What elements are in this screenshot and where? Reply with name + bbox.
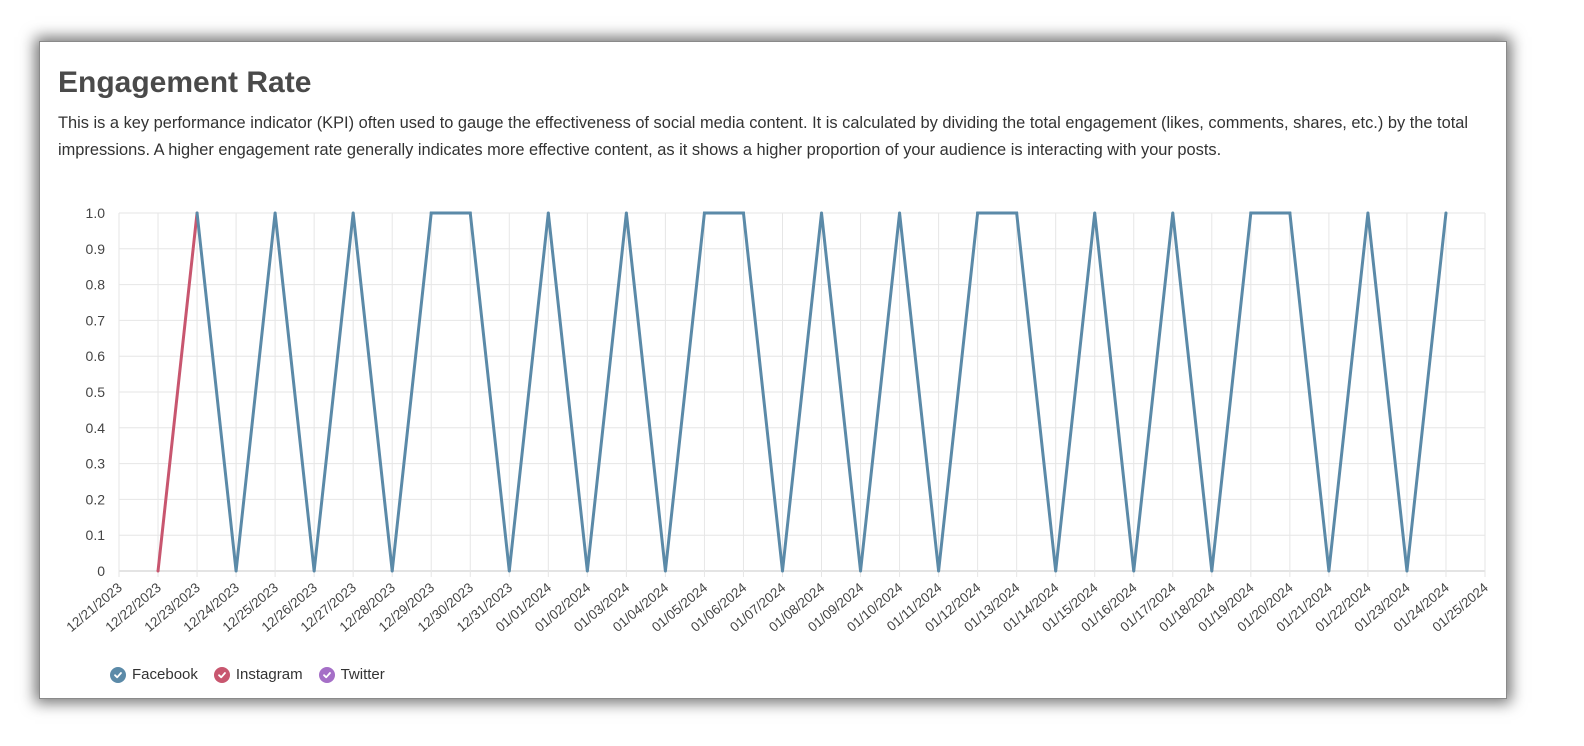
y-tick-label: 0.6 <box>86 348 106 364</box>
legend-label: Instagram <box>235 666 303 683</box>
data-point-facebook <box>1093 211 1097 215</box>
data-point-facebook <box>1444 211 1448 215</box>
data-point-facebook <box>898 211 902 215</box>
data-point-facebook <box>780 569 784 573</box>
data-point-facebook <box>1015 211 1019 215</box>
chart-series <box>156 211 1448 573</box>
data-point-facebook <box>507 569 511 573</box>
data-point-facebook <box>234 569 238 573</box>
data-point-facebook <box>273 211 277 215</box>
y-tick-label: 0.3 <box>86 456 106 472</box>
data-point-facebook <box>663 569 667 573</box>
y-tick-label: 0 <box>97 563 105 579</box>
data-point-facebook <box>1327 569 1331 573</box>
y-tick-label: 1.0 <box>86 205 106 221</box>
data-point-facebook <box>312 569 316 573</box>
data-point-facebook <box>1210 569 1214 573</box>
series-line-instagram <box>156 212 199 572</box>
data-point-facebook <box>546 211 550 215</box>
legend-label: Facebook <box>132 666 198 683</box>
card-description: This is a key performance indicator (KPI… <box>58 114 1469 159</box>
data-point-facebook <box>1366 211 1370 215</box>
checkmark-icon <box>318 666 335 683</box>
checkmark-icon <box>110 666 126 683</box>
y-tick-label: 0.4 <box>86 420 106 436</box>
data-point-facebook <box>1405 569 1409 573</box>
data-point-facebook <box>1249 211 1253 215</box>
legend-item-facebook[interactable]: Facebook <box>110 666 198 683</box>
y-tick-label: 0.2 <box>86 491 106 507</box>
data-point-facebook <box>741 211 745 215</box>
legend-item-instagram[interactable]: Instagram <box>213 666 303 683</box>
y-tick-label: 0.9 <box>86 241 106 257</box>
data-point-facebook <box>390 569 394 573</box>
y-tick-label: 0.1 <box>86 527 106 543</box>
data-point-facebook <box>820 211 824 215</box>
data-point-facebook <box>1171 211 1175 215</box>
y-tick-label: 0.5 <box>86 384 106 400</box>
data-point-facebook <box>468 211 472 215</box>
data-point-facebook <box>585 569 589 573</box>
engagement-line-chart: 0 0.1 0.2 0.3 0.4 0.5 0.6 0.7 0.8 0.9 1.0 12/21/20… <box>64 205 1492 635</box>
data-point-facebook <box>1132 569 1136 573</box>
data-point-facebook <box>1288 211 1292 215</box>
data-point-facebook <box>859 569 863 573</box>
chart-legend: Facebook Instagram Twitter <box>110 666 385 683</box>
data-point-facebook <box>195 211 199 215</box>
data-point-facebook <box>1054 569 1058 573</box>
x-axis-ticks: 12/21/202312/22/202312/23/202312/24/2023… <box>64 579 1492 634</box>
chart-grid <box>118 212 1486 577</box>
data-point-facebook <box>624 211 628 215</box>
checkmark-icon <box>213 666 230 683</box>
data-point-facebook <box>351 211 355 215</box>
data-point-instagram <box>156 569 160 573</box>
card-title: Engagement Rate <box>58 66 312 99</box>
data-point-facebook <box>976 211 980 215</box>
legend-label: Twitter <box>340 666 385 683</box>
y-tick-label: 0.8 <box>86 277 106 293</box>
data-point-facebook <box>429 211 433 215</box>
y-tick-label: 0.7 <box>86 312 106 328</box>
data-point-facebook <box>702 211 706 215</box>
data-point-facebook <box>937 569 941 573</box>
y-axis-ticks: 0 0.1 0.2 0.3 0.4 0.5 0.6 0.7 0.8 0.9 1.0 <box>86 205 106 579</box>
engagement-rate-card: Engagement Rate This is a key performanc… <box>40 42 1506 698</box>
legend-item-twitter[interactable]: Twitter <box>318 666 385 683</box>
